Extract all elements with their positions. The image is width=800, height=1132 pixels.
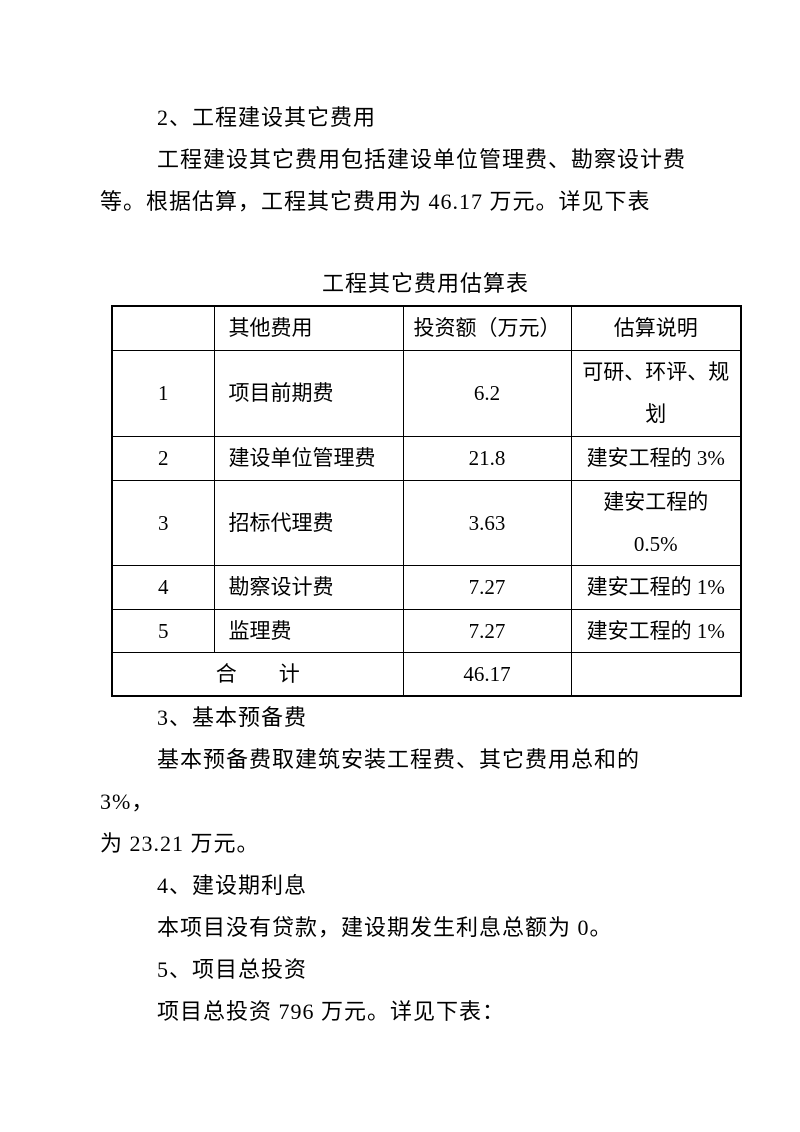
amount-cell: 21.8 xyxy=(402,435,572,481)
section-2-paragraph: 工程建设其它费用包括建设单位管理费、勘察设计费 等。根据估算，工程其它费用为 4… xyxy=(100,147,687,214)
section-5-paragraph: 项目总投资 796 万元。详见下表： xyxy=(157,998,506,1024)
table-row: 1 项目前期费 6.2 可研、环评、规 划 xyxy=(111,349,742,437)
document-content: 2、工程建设其它费用 工程建设其它费用包括建设单位管理费、勘察设计费 等。根据估… xyxy=(100,97,742,1033)
fee-name-cell: 勘察设计费 xyxy=(213,564,404,610)
table-row: 2 建设单位管理费 21.8 建安工程的 3% xyxy=(111,435,742,481)
fee-name-cell: 监理费 xyxy=(213,608,404,653)
section-3-paragraph: 基本预备费取建筑安装工程费、其它费用总和的 3%， 为 23.21 万元。 xyxy=(100,746,641,856)
note-cell: 可研、环评、规 划 xyxy=(570,349,742,437)
amount-cell: 3.63 xyxy=(402,479,572,566)
section-3-heading: 3、基本预备费 xyxy=(157,704,308,730)
section-5-heading: 5、项目总投资 xyxy=(157,956,308,982)
table-row: 4 勘察设计费 7.27 建安工程的 1% xyxy=(111,564,742,610)
fee-table-block: 工程其它费用估算表 其他费用 投资额（万元） 估算说明 xyxy=(111,263,742,697)
table-row: 3 招标代理费 3.63 建安工程的 0.5% xyxy=(111,479,742,566)
fee-table-title: 工程其它费用估算表 xyxy=(321,271,529,296)
header-note-cell: 估算说明 xyxy=(570,305,742,351)
amount-cell: 7.27 xyxy=(402,608,572,653)
note-cell: 建安工程的 0.5% xyxy=(570,479,742,566)
header-amount-cell: 投资额（万元） xyxy=(402,305,572,351)
total-amount-cell: 46.17 xyxy=(402,651,572,696)
row-number-cell: 5 xyxy=(111,608,215,653)
row-number-cell: 3 xyxy=(111,479,215,566)
total-label-cell: 合 计 xyxy=(111,651,404,696)
fee-name-cell: 建设单位管理费 xyxy=(213,435,404,481)
fee-name-cell: 项目前期费 xyxy=(213,349,404,437)
row-number-cell: 2 xyxy=(111,435,215,481)
amount-cell: 7.27 xyxy=(402,564,572,610)
header-index-cell xyxy=(111,305,215,351)
section-4-heading: 4、建设期利息 xyxy=(157,872,308,898)
header-fee-name-cell: 其他费用 xyxy=(213,305,404,351)
fee-name-cell: 招标代理费 xyxy=(213,479,404,566)
total-note-cell xyxy=(570,651,742,696)
table-row: 5 监理费 7.27 建安工程的 1% xyxy=(111,608,742,653)
note-cell: 建安工程的 1% xyxy=(570,564,742,610)
section-2-heading: 2、工程建设其它费用 xyxy=(157,105,377,130)
fee-table: 其他费用 投资额（万元） 估算说明 1 项目前期费 6.2 可研、环评、规 划 … xyxy=(111,305,742,697)
note-cell: 建安工程的 3% xyxy=(570,435,742,481)
section-4-paragraph: 本项目没有贷款，建设期发生利息总额为 0。 xyxy=(157,914,613,940)
amount-cell: 6.2 xyxy=(402,349,572,437)
row-number-cell: 1 xyxy=(111,349,215,437)
note-cell: 建安工程的 1% xyxy=(570,608,742,653)
row-number-cell: 4 xyxy=(111,564,215,610)
table-total-row: 合 计 46.17 xyxy=(111,651,742,696)
table-header-row: 其他费用 投资额（万元） 估算说明 xyxy=(111,305,742,351)
